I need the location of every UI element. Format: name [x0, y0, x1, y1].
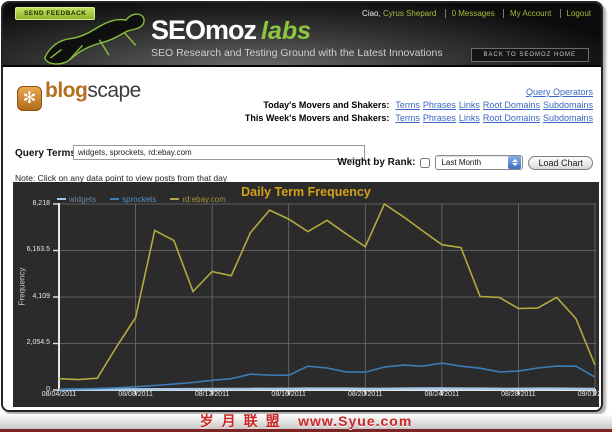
- today-terms-link[interactable]: Terms: [395, 100, 420, 110]
- seomoz-dog-logo: [43, 13, 145, 65]
- legend-swatch: [170, 198, 180, 200]
- query-operators-row: Query Operators: [523, 87, 593, 97]
- chart-note: Note: Click on any data point to view po…: [15, 173, 228, 183]
- query-terms-label: Query Terms:: [15, 148, 80, 159]
- weight-by-rank-checkbox[interactable]: [420, 157, 431, 168]
- movers-week-label: This Week's Movers and Shakers:: [244, 113, 390, 123]
- blogscape-logo-scape: scape: [87, 79, 141, 102]
- blogscape-logo: ✻ blogscape: [17, 79, 141, 111]
- week-phrases-link[interactable]: Phrases: [422, 113, 456, 123]
- x-tick-label: 08/12/2011: [194, 391, 230, 398]
- legend-item[interactable]: sprockets: [110, 195, 156, 204]
- today-phrases-link[interactable]: Phrases: [422, 100, 456, 110]
- chart-title: Daily Term Frequency: [241, 185, 371, 199]
- y-axis-label: Frequency: [17, 267, 27, 306]
- app-window: SEND FEEDBACK SEOmoz labs SEO Research an…: [1, 1, 603, 412]
- query-terms-input[interactable]: [73, 145, 365, 160]
- today-subdomains-link[interactable]: Subdomains: [542, 100, 593, 110]
- greeting-text: Ciao,: [362, 9, 381, 18]
- send-feedback-button[interactable]: SEND FEEDBACK: [15, 7, 96, 20]
- week-root-domains-link[interactable]: Root Domains: [482, 113, 540, 123]
- y-tick-label: 6,163.5: [26, 246, 50, 253]
- y-tick-label: 2,054.5: [26, 339, 50, 346]
- messages-link[interactable]: 0 Messages: [444, 9, 495, 18]
- x-tick-label: 08/20/2011: [348, 391, 383, 398]
- brand-logo: SEOmoz labs: [151, 15, 311, 46]
- x-tick-label: 09/01/2011: [577, 391, 602, 398]
- watermark-bar: 岁月联盟 www.Syue.com: [0, 414, 612, 432]
- brand-labs: labs: [261, 17, 312, 45]
- watermark-cn-text: 岁月联盟: [199, 413, 288, 429]
- chart-panel: Daily Term Frequency widgets sprockets rd:…: [13, 182, 601, 407]
- logout-link[interactable]: Logout: [559, 9, 591, 18]
- movers-week-row: This Week's Movers and Shakers: Terms Phra…: [245, 113, 593, 123]
- blogscape-logo-blog: blog: [45, 79, 88, 102]
- chart-controls: Weight by Rank: Last Month Load Chart: [337, 155, 593, 170]
- brand-tagline: SEO Research and Testing Ground with the…: [151, 47, 443, 59]
- date-range-select[interactable]: Last Month: [435, 155, 524, 170]
- username-link[interactable]: Cyrus Shepard: [382, 9, 437, 18]
- user-nav: Ciao, Cyrus Shepard 0 Messages My Accoun…: [362, 9, 591, 18]
- date-range-value: Last Month: [441, 158, 482, 167]
- week-subdomains-link[interactable]: Subdomains: [542, 113, 593, 123]
- legend-item[interactable]: rd:ebay.com: [170, 195, 226, 204]
- my-account-link[interactable]: My Account: [502, 9, 552, 18]
- today-root-domains-link[interactable]: Root Domains: [482, 100, 540, 110]
- movers-today-row: Today's Movers and Shakers: Terms Phrases L…: [263, 100, 593, 110]
- legend-swatch: [110, 198, 120, 200]
- x-tick-label: 08/16/2011: [271, 391, 306, 398]
- select-stepper-icon: [508, 156, 522, 169]
- weight-by-rank-label: Weight by Rank:: [337, 157, 416, 168]
- legend-item[interactable]: widgets: [57, 195, 96, 204]
- week-links-link[interactable]: Links: [458, 113, 480, 123]
- today-links-link[interactable]: Links: [458, 100, 480, 110]
- legend-swatch: [57, 198, 66, 200]
- y-tick-label: 4,109: [32, 292, 50, 300]
- chart-plot[interactable]: [53, 203, 598, 396]
- week-terms-link[interactable]: Terms: [395, 113, 420, 123]
- movers-today-label: Today's Movers and Shakers:: [263, 100, 390, 110]
- blogscape-gear-icon: ✻: [17, 86, 42, 111]
- x-tick-label: 08/04/2011: [41, 391, 77, 398]
- query-operators-link[interactable]: Query Operators: [525, 87, 593, 97]
- x-tick-label: 08/08/2011: [118, 391, 153, 398]
- chart-legend: widgets sprockets rd:ebay.com: [57, 195, 226, 204]
- brand-seomoz: SEOmoz: [151, 15, 257, 45]
- watermark-url-text: www.Syue.com: [298, 413, 413, 429]
- header: SEND FEEDBACK SEOmoz labs SEO Research an…: [3, 3, 601, 67]
- y-tick-label: 8,218: [32, 199, 50, 207]
- main-content: ✻ blogscape Query Operators Today's Mover…: [3, 67, 601, 410]
- x-tick-label: 08/24/2011: [424, 391, 460, 398]
- load-chart-button[interactable]: Load Chart: [528, 155, 593, 170]
- x-tick-label: 08/28/2011: [501, 391, 536, 398]
- back-to-seomoz-home-button[interactable]: BACK TO SEOMOZ HOME: [470, 48, 589, 62]
- y-tick-label: 0: [46, 385, 50, 393]
